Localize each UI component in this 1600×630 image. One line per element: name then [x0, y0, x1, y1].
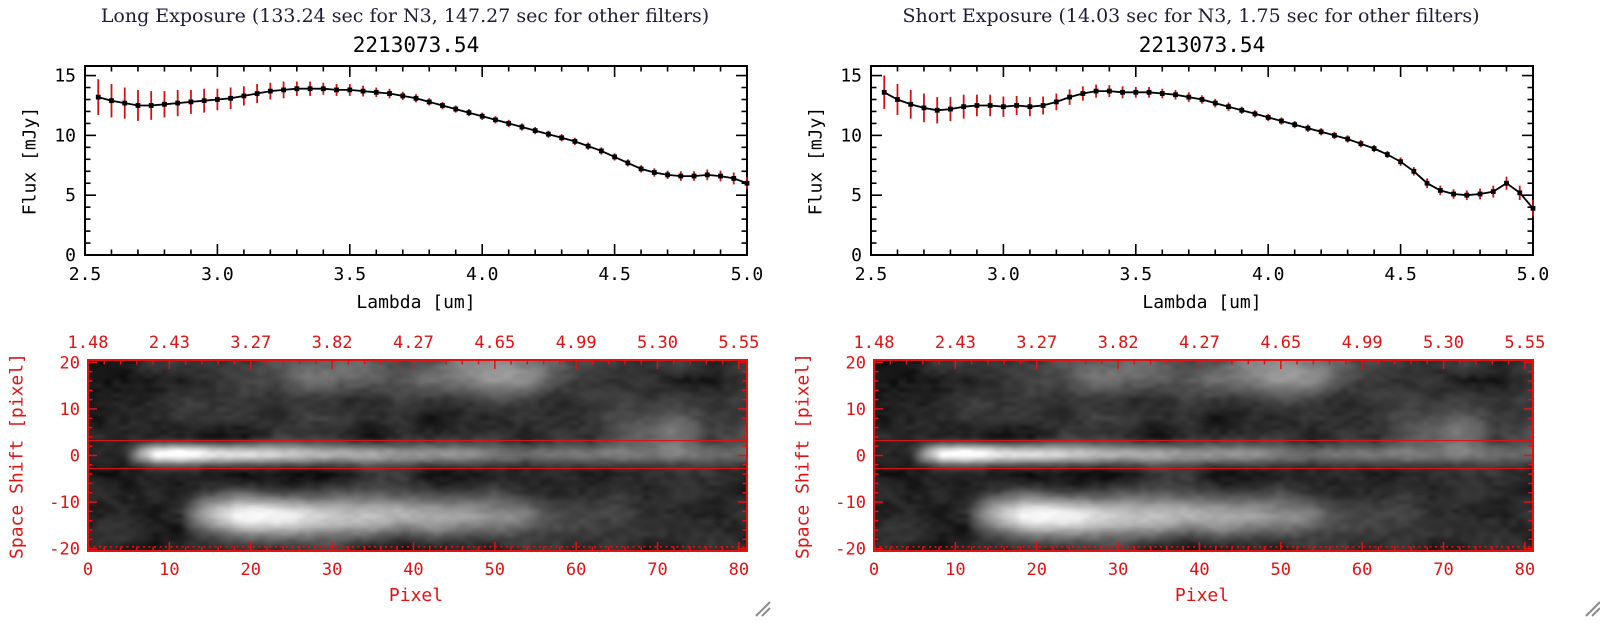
- svg-text:1.48: 1.48: [854, 333, 895, 353]
- lambda-axis-label: Lambda [um]: [356, 292, 476, 313]
- detector-2d-spectral-image: [874, 360, 1533, 551]
- svg-text:10: 10: [840, 125, 862, 146]
- svg-text:15: 15: [54, 66, 76, 87]
- svg-text:40: 40: [403, 560, 423, 580]
- svg-text:70: 70: [1433, 560, 1453, 580]
- svg-text:2.43: 2.43: [935, 333, 976, 353]
- svg-text:10: 10: [945, 560, 965, 580]
- svg-text:20: 20: [1026, 560, 1046, 580]
- svg-text:0: 0: [856, 447, 866, 467]
- svg-text:30: 30: [322, 560, 342, 580]
- svg-text:5.30: 5.30: [637, 333, 678, 353]
- space-shift-axis-label: Space Shift [pixel]: [792, 353, 814, 559]
- detector-2d-spectral-image: [88, 360, 747, 551]
- resize-grip-icon[interactable]: [1582, 598, 1600, 622]
- svg-text:10: 10: [159, 560, 179, 580]
- svg-text:-20: -20: [49, 540, 80, 560]
- svg-text:4.65: 4.65: [1260, 333, 1301, 353]
- svg-text:20: 20: [240, 560, 260, 580]
- svg-text:4.99: 4.99: [1342, 333, 1383, 353]
- svg-text:3.82: 3.82: [312, 333, 353, 353]
- lambda-axis-label: Lambda [um]: [1142, 292, 1262, 313]
- svg-text:5.55: 5.55: [1504, 333, 1545, 353]
- svg-text:4.27: 4.27: [1179, 333, 1220, 353]
- long-exposure-panel: Long Exposure (133.24 sec for N3, 147.27…: [6, 5, 772, 622]
- svg-text:80: 80: [1515, 560, 1535, 580]
- svg-text:60: 60: [566, 560, 586, 580]
- svg-text:3.27: 3.27: [1016, 333, 1057, 353]
- svg-text:4.5: 4.5: [598, 264, 631, 285]
- svg-text:5.0: 5.0: [731, 264, 764, 285]
- svg-text:3.5: 3.5: [1120, 264, 1153, 285]
- svg-text:60: 60: [1352, 560, 1372, 580]
- svg-text:3.82: 3.82: [1098, 333, 1139, 353]
- svg-text:-10: -10: [49, 493, 80, 513]
- svg-text:2.43: 2.43: [149, 333, 190, 353]
- panel-title: Short Exposure (14.03 sec for N3, 1.75 s…: [902, 5, 1480, 27]
- svg-text:0: 0: [65, 245, 76, 266]
- svg-text:-20: -20: [835, 540, 866, 560]
- panel-title: Long Exposure (133.24 sec for N3, 147.27…: [100, 5, 710, 27]
- svg-text:2.5: 2.5: [855, 264, 888, 285]
- svg-text:3.0: 3.0: [987, 264, 1020, 285]
- svg-text:4.5: 4.5: [1384, 264, 1417, 285]
- svg-text:3.5: 3.5: [334, 264, 367, 285]
- svg-text:5.0: 5.0: [1517, 264, 1550, 285]
- svg-text:5: 5: [65, 185, 76, 206]
- svg-text:4.99: 4.99: [556, 333, 597, 353]
- svg-text:0: 0: [869, 560, 879, 580]
- flux-axis-label: Flux [mJy]: [805, 106, 827, 216]
- svg-text:4.27: 4.27: [393, 333, 434, 353]
- flux-axis-label: Flux [mJy]: [19, 106, 41, 216]
- svg-text:70: 70: [647, 560, 667, 580]
- svg-text:50: 50: [485, 560, 505, 580]
- svg-text:20: 20: [60, 353, 80, 373]
- svg-text:10: 10: [54, 125, 76, 146]
- svg-text:0: 0: [851, 245, 862, 266]
- spectrum-plot-title: 2213073.54: [1138, 33, 1266, 57]
- svg-text:4.0: 4.0: [466, 264, 499, 285]
- svg-text:80: 80: [729, 560, 749, 580]
- resize-grip-icon[interactable]: [752, 598, 772, 622]
- svg-text:0: 0: [83, 560, 93, 580]
- svg-text:10: 10: [60, 400, 80, 420]
- svg-text:0: 0: [70, 447, 80, 467]
- svg-text:15: 15: [840, 66, 862, 87]
- svg-text:5: 5: [851, 185, 862, 206]
- svg-text:50: 50: [1271, 560, 1291, 580]
- svg-text:2.5: 2.5: [69, 264, 102, 285]
- svg-text:3.27: 3.27: [230, 333, 271, 353]
- svg-text:5.55: 5.55: [718, 333, 759, 353]
- spectrum-plot-title: 2213073.54: [352, 33, 480, 57]
- svg-text:-10: -10: [835, 493, 866, 513]
- svg-text:3.0: 3.0: [201, 264, 234, 285]
- svg-text:40: 40: [1189, 560, 1209, 580]
- svg-text:5.30: 5.30: [1423, 333, 1464, 353]
- svg-text:1.48: 1.48: [68, 333, 109, 353]
- svg-text:10: 10: [846, 400, 866, 420]
- pixel-axis-label: Pixel: [1174, 585, 1230, 606]
- svg-text:30: 30: [1108, 560, 1128, 580]
- short-exposure-panel: Short Exposure (14.03 sec for N3, 1.75 s…: [786, 0, 1600, 630]
- svg-text:20: 20: [846, 353, 866, 373]
- svg-text:4.65: 4.65: [474, 333, 515, 353]
- svg-text:4.0: 4.0: [1252, 264, 1285, 285]
- space-shift-axis-label: Space Shift [pixel]: [6, 353, 28, 559]
- pixel-axis-label: Pixel: [388, 585, 444, 606]
